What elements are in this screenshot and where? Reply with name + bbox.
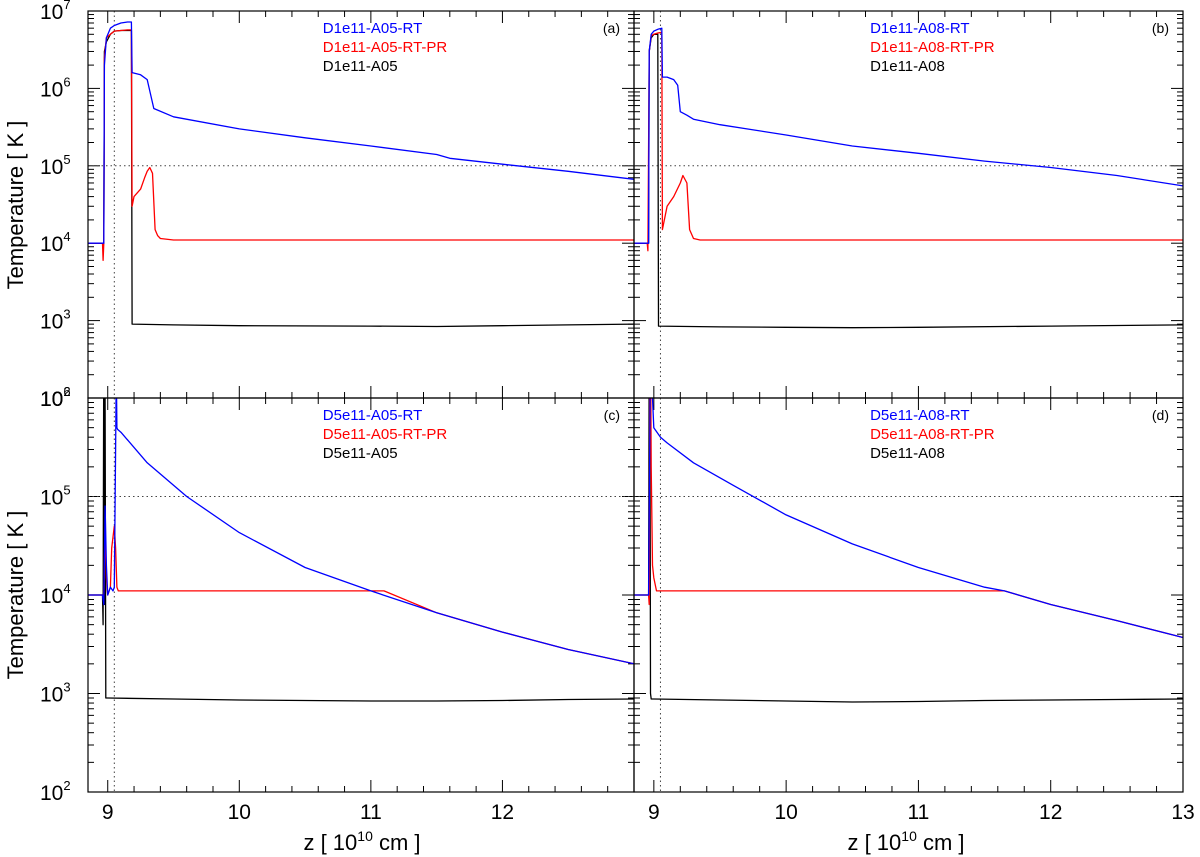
x-tick-label: 11 [908,801,930,824]
y-tick-label-base: 10 [40,585,63,608]
y-tick-label-base: 10 [40,311,63,334]
y-tick-label-exponent: 2 [63,384,70,399]
y-tick-label-base: 10 [40,1,63,24]
legend-entry: D1e11-A08-RT-PR [870,39,995,56]
x-axis-title-left-exponent: 10 [357,828,373,844]
y-tick-label: 105 [40,483,71,510]
legend-entry: D1e11-A05 [323,58,398,75]
x-axis-title-right-prefix: z [ 10 [847,830,901,855]
y-tick-label: 102 [40,778,71,805]
panel-a-series [88,21,634,328]
y-tick-label-exponent: 2 [63,778,70,793]
x-axis-title-right-exponent: 10 [901,828,917,844]
y-tick-label-base: 10 [40,233,63,256]
y-tick-label-base: 10 [40,684,63,707]
y-tick-label-exponent: 5 [63,483,70,498]
y-tick-label: 106 [40,74,71,101]
y-tick-label: 103 [40,680,71,707]
legend-entry: D1e11-A08-RT [870,20,970,37]
series-line-D1e11-A05-RT [88,21,634,244]
series-line-D5e11-A08 [634,398,1183,703]
y-tick-label-exponent: 6 [63,74,70,89]
y-tick-label-exponent: 4 [63,229,70,244]
x-tick-label: 10 [228,801,251,824]
series-line-D5e11-A05-RT [88,398,634,665]
y-axis-title-top: Temperature [ K ] [3,121,28,290]
y-tick-label: 105 [40,152,71,179]
legend-entry: D5e11-A08-RT-PR [870,426,995,443]
legend-entry: D5e11-A05 [323,445,398,462]
panel-c-series [88,398,634,702]
x-axis-title-left-suffix: cm ] [373,830,421,855]
panel-label: (c) [604,407,620,423]
y-tick-label-base: 10 [40,782,63,805]
y-tick-label-base: 10 [40,78,63,101]
y-tick-label-exponent: 6 [63,384,70,399]
y-tick-label-exponent: 3 [63,307,70,322]
y-tick-label: 102 [40,384,71,411]
panel-label: (d) [1152,407,1169,423]
x-tick-label: 11 [360,801,382,824]
panel-a: D1e11-A05-RT D1e11-A05-RT-PR D1e11-A05 (a) 1… [40,0,635,411]
panel-b: D1e11-A08-RT D1e11-A08-RT-PR D1e11-A08 (b) [633,10,1184,399]
x-axis-title-right: z [ 1010 cm ] [847,828,964,855]
panel-c: D5e11-A05-RT D5e11-A05-RT-PR D5e11-A05 (c) 1… [40,384,635,824]
panel-b-series [634,27,1183,329]
y-tick-label: 106 [40,384,71,411]
x-axis-title-right-suffix: cm ] [917,830,965,855]
legend-entry: D1e11-A08 [870,58,945,75]
legend-entry: D5e11-A08 [870,445,945,462]
x-tick-label: 13 [1171,801,1194,824]
y-tick-label-exponent: 4 [63,581,70,596]
legend-entry: D5e11-A05-RT [323,407,423,424]
panel-label: (a) [603,20,620,36]
y-tick-label-exponent: 5 [63,152,70,167]
legend-entry: D5e11-A08-RT [870,407,970,424]
legend-entry: D1e11-A05-RT-PR [323,39,448,56]
x-tick-label: 12 [1039,801,1062,824]
y-axis-title-bottom: Temperature [ K ] [3,511,28,680]
legend-entry: D1e11-A05-RT [323,20,423,37]
y-tick-label-exponent: 7 [63,0,70,12]
x-tick-label: 10 [774,801,797,824]
legend-entry: D5e11-A05-RT-PR [323,426,448,443]
panel-d-series [634,398,1183,703]
x-tick-label: 12 [491,801,514,824]
y-tick-label-base: 10 [40,388,63,411]
y-tick-label: 104 [40,581,71,608]
series-line-D5e11-A05 [88,398,634,702]
y-tick-label: 107 [40,0,71,24]
y-tick-label-base: 10 [40,487,63,510]
panel-d-frame [633,397,1184,793]
series-line-D5e11-A08-RT [634,398,1183,639]
x-axis-title-left-prefix: z [ 10 [303,830,357,855]
x-tick-label: 9 [102,801,114,824]
series-line-D1e11-A08-RT [634,27,1183,244]
panel-label: (b) [1152,20,1169,36]
panel-d: D5e11-A08-RT D5e11-A08-RT-PR D5e11-A08 (d) 9… [633,397,1195,824]
y-tick-label-base: 10 [40,156,63,179]
y-tick-label-base: 10 [40,388,63,411]
y-tick-label-exponent: 3 [63,680,70,695]
x-axis-title-left: z [ 1010 cm ] [303,828,420,855]
y-tick-label: 103 [40,307,71,334]
y-tick-label: 104 [40,229,71,256]
x-tick-label: 9 [648,801,660,824]
